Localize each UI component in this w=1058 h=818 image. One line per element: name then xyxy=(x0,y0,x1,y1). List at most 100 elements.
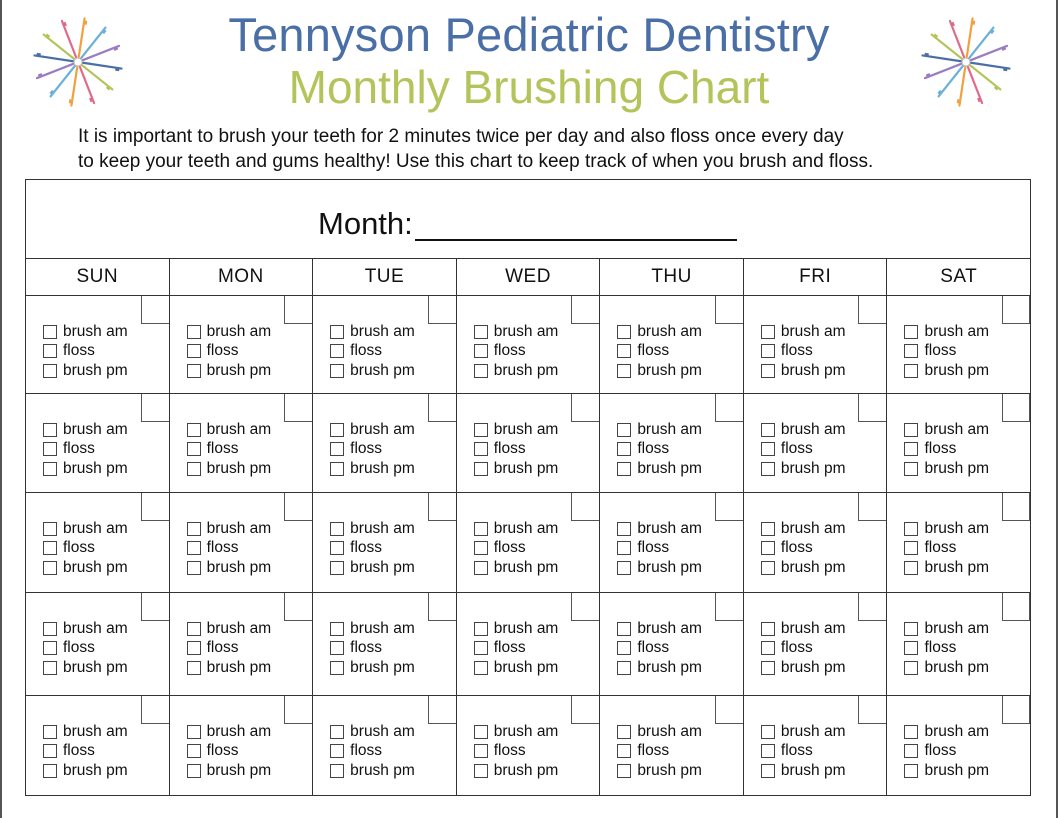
task-checkbox[interactable] xyxy=(760,422,775,437)
task-checkbox[interactable] xyxy=(43,660,57,675)
date-number-box[interactable] xyxy=(858,296,887,324)
task-checkbox[interactable] xyxy=(330,724,345,739)
date-number-box[interactable] xyxy=(714,493,743,521)
task-checkbox[interactable] xyxy=(43,363,57,378)
date-number-box[interactable] xyxy=(858,394,887,422)
task-checkbox[interactable] xyxy=(43,344,57,359)
task-checkbox[interactable] xyxy=(330,422,345,437)
task-checkbox[interactable] xyxy=(617,744,632,759)
date-number-box[interactable] xyxy=(140,593,169,621)
date-number-box[interactable] xyxy=(571,394,600,422)
task-checkbox[interactable] xyxy=(904,724,919,739)
task-checkbox[interactable] xyxy=(904,763,919,778)
task-checkbox[interactable] xyxy=(760,442,775,457)
date-number-box[interactable] xyxy=(571,493,600,521)
date-number-box[interactable] xyxy=(858,696,887,724)
month-entry-line[interactable] xyxy=(415,239,737,241)
task-checkbox[interactable] xyxy=(760,363,775,378)
task-checkbox[interactable] xyxy=(186,324,201,339)
task-checkbox[interactable] xyxy=(43,744,57,759)
task-checkbox[interactable] xyxy=(186,724,201,739)
task-checkbox[interactable] xyxy=(617,724,632,739)
task-checkbox[interactable] xyxy=(760,461,775,476)
task-checkbox[interactable] xyxy=(904,521,919,536)
task-checkbox[interactable] xyxy=(473,363,488,378)
task-checkbox[interactable] xyxy=(760,744,775,759)
date-number-box[interactable] xyxy=(714,696,743,724)
task-checkbox[interactable] xyxy=(760,660,775,675)
task-checkbox[interactable] xyxy=(473,660,488,675)
task-checkbox[interactable] xyxy=(760,724,775,739)
date-number-box[interactable] xyxy=(571,696,600,724)
date-number-box[interactable] xyxy=(284,394,313,422)
task-checkbox[interactable] xyxy=(617,521,632,536)
date-number-box[interactable] xyxy=(714,394,743,422)
task-checkbox[interactable] xyxy=(186,621,201,636)
task-checkbox[interactable] xyxy=(473,461,488,476)
task-checkbox[interactable] xyxy=(617,422,632,437)
task-checkbox[interactable] xyxy=(760,324,775,339)
task-checkbox[interactable] xyxy=(473,422,488,437)
task-checkbox[interactable] xyxy=(617,763,632,778)
date-number-box[interactable] xyxy=(284,296,313,324)
task-checkbox[interactable] xyxy=(330,560,345,575)
task-checkbox[interactable] xyxy=(617,461,632,476)
task-checkbox[interactable] xyxy=(617,344,632,359)
date-number-box[interactable] xyxy=(714,593,743,621)
task-checkbox[interactable] xyxy=(473,541,488,556)
task-checkbox[interactable] xyxy=(617,621,632,636)
task-checkbox[interactable] xyxy=(330,641,345,656)
task-checkbox[interactable] xyxy=(330,363,345,378)
task-checkbox[interactable] xyxy=(330,521,345,536)
task-checkbox[interactable] xyxy=(473,521,488,536)
date-number-box[interactable] xyxy=(858,593,887,621)
task-checkbox[interactable] xyxy=(186,660,201,675)
task-checkbox[interactable] xyxy=(330,541,345,556)
date-number-box[interactable] xyxy=(427,696,456,724)
date-number-box[interactable] xyxy=(140,296,169,324)
date-number-box[interactable] xyxy=(284,696,313,724)
task-checkbox[interactable] xyxy=(330,660,345,675)
date-number-box[interactable] xyxy=(284,493,313,521)
task-checkbox[interactable] xyxy=(760,560,775,575)
task-checkbox[interactable] xyxy=(473,724,488,739)
task-checkbox[interactable] xyxy=(330,344,345,359)
task-checkbox[interactable] xyxy=(330,621,345,636)
task-checkbox[interactable] xyxy=(186,541,201,556)
task-checkbox[interactable] xyxy=(904,442,919,457)
task-checkbox[interactable] xyxy=(473,344,488,359)
task-checkbox[interactable] xyxy=(904,541,919,556)
task-checkbox[interactable] xyxy=(43,641,57,656)
task-checkbox[interactable] xyxy=(186,422,201,437)
task-checkbox[interactable] xyxy=(186,744,201,759)
task-checkbox[interactable] xyxy=(186,521,201,536)
task-checkbox[interactable] xyxy=(760,521,775,536)
date-number-box[interactable] xyxy=(140,394,169,422)
task-checkbox[interactable] xyxy=(904,641,919,656)
date-number-box[interactable] xyxy=(1002,394,1031,422)
task-checkbox[interactable] xyxy=(904,363,919,378)
task-checkbox[interactable] xyxy=(186,344,201,359)
date-number-box[interactable] xyxy=(571,593,600,621)
task-checkbox[interactable] xyxy=(186,442,201,457)
task-checkbox[interactable] xyxy=(617,541,632,556)
task-checkbox[interactable] xyxy=(617,442,632,457)
task-checkbox[interactable] xyxy=(473,560,488,575)
task-checkbox[interactable] xyxy=(760,541,775,556)
task-checkbox[interactable] xyxy=(760,641,775,656)
task-checkbox[interactable] xyxy=(186,763,201,778)
date-number-box[interactable] xyxy=(140,696,169,724)
task-checkbox[interactable] xyxy=(617,324,632,339)
task-checkbox[interactable] xyxy=(617,641,632,656)
task-checkbox[interactable] xyxy=(617,363,632,378)
date-number-box[interactable] xyxy=(1002,696,1031,724)
task-checkbox[interactable] xyxy=(43,324,57,339)
task-checkbox[interactable] xyxy=(186,641,201,656)
task-checkbox[interactable] xyxy=(186,560,201,575)
task-checkbox[interactable] xyxy=(904,461,919,476)
task-checkbox[interactable] xyxy=(473,324,488,339)
date-number-box[interactable] xyxy=(858,493,887,521)
task-checkbox[interactable] xyxy=(904,621,919,636)
task-checkbox[interactable] xyxy=(43,422,57,437)
task-checkbox[interactable] xyxy=(473,763,488,778)
